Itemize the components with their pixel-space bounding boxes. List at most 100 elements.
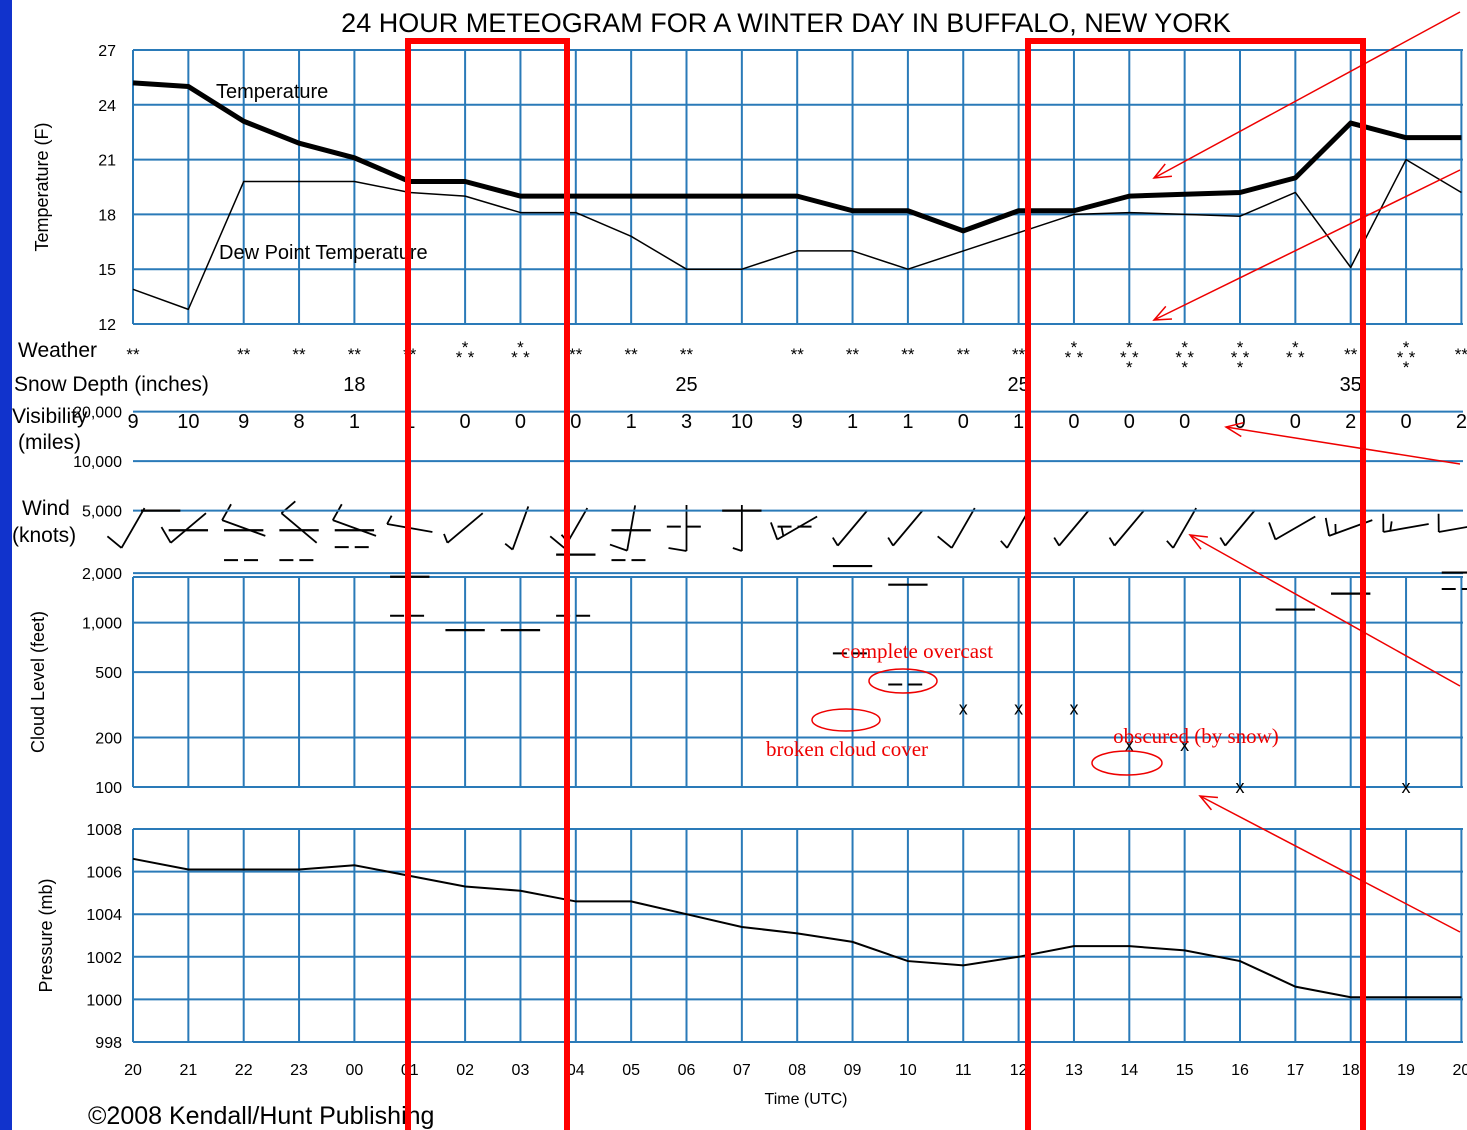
snow-star: * — [1298, 348, 1305, 367]
snow-star: * — [1403, 358, 1410, 377]
visibility-value: 1 — [847, 411, 858, 433]
chart-title: 24 HOUR METEOGRAM FOR A WINTER DAY IN BU… — [341, 8, 1231, 38]
snow-star: * — [1181, 338, 1188, 357]
weather-symbol: ** * — [511, 338, 530, 367]
pressure-tick-label: 998 — [95, 1035, 122, 1052]
highlight-box — [1025, 38, 1366, 1130]
wind-barb-flag — [1108, 537, 1116, 547]
obscured-marker: x — [1125, 735, 1134, 755]
visibility-value: 0 — [1400, 411, 1411, 433]
cloud-axis-title: Cloud Level (feet) — [28, 611, 48, 753]
weather-symbol: ** — [1012, 345, 1026, 364]
cloud-grid — [132, 410, 1463, 788]
cloud-tick-label: 100 — [95, 780, 122, 797]
wind-barb-flag — [1219, 537, 1226, 547]
visibility-value: 0 — [1234, 411, 1245, 433]
visibility-row-label: Visibility — [12, 405, 88, 428]
snow-star: * — [511, 348, 518, 367]
wind-barb — [504, 506, 530, 551]
weather-symbol: ** ** — [1231, 338, 1250, 377]
weather-symbol: ** — [901, 345, 915, 364]
visibility-value: 9 — [238, 411, 249, 433]
wind-barb — [1382, 513, 1429, 533]
slide-frame — [12, 0, 1467, 1130]
visibility-value: 10 — [177, 411, 199, 433]
wind-barb — [832, 509, 869, 547]
snow-star: * — [1292, 338, 1299, 357]
wind-barb-flag — [937, 535, 953, 549]
wind-barb-flag — [221, 503, 232, 521]
cloud-tick-label: 10,000 — [73, 454, 122, 471]
x-tick-label: 06 — [678, 1062, 696, 1079]
obscured-marker: x — [1402, 777, 1411, 797]
pressure-tick-label: 1004 — [86, 907, 122, 924]
weather-symbol: ** ** — [1397, 338, 1416, 377]
wind-barb-flag — [887, 537, 894, 547]
cloud-tick-label: 5,000 — [82, 504, 122, 521]
snow-star: * — [1286, 348, 1293, 367]
visibility-value: 2 — [1456, 411, 1467, 433]
pointer-arrow-head — [1198, 795, 1219, 811]
weather-symbol: ** — [791, 345, 805, 364]
snow-star: * — [1120, 348, 1127, 367]
snow-depth-value: 25 — [675, 374, 697, 396]
weather-symbol: ** * — [456, 338, 475, 367]
pressure-tick-label: 1006 — [86, 865, 122, 882]
x-tick-label: 12 — [1010, 1062, 1028, 1079]
weather-symbol: ** — [126, 345, 140, 364]
x-tick-label: 07 — [733, 1062, 751, 1079]
visibility-value: 3 — [681, 411, 692, 433]
wind-row-label: Wind — [22, 497, 70, 520]
weather-symbol: ** ** — [1175, 338, 1194, 377]
weather-symbol: ** * — [1065, 338, 1084, 367]
snow-depth-value: 18 — [343, 374, 365, 396]
visibility-value: 10 — [731, 411, 753, 433]
obscured-marker: x — [959, 699, 968, 719]
x-tick-label: 23 — [290, 1062, 308, 1079]
dew-point-series-label: Dew Point Temperature — [219, 242, 428, 264]
visibility-value: 8 — [293, 411, 304, 433]
wind-barb-flag — [1053, 537, 1060, 547]
pointer-arrow-head — [1152, 305, 1173, 321]
temperature-axis-title: Temperature (F) — [32, 122, 52, 251]
wind-barb — [1053, 509, 1090, 547]
snow-star: * — [468, 348, 475, 367]
annotation-ellipse — [811, 708, 881, 732]
pressure-tick-label: 1000 — [86, 992, 122, 1009]
x-tick-label: 00 — [346, 1062, 364, 1079]
annotation-broken-cloud-cover: broken cloud cover — [766, 737, 928, 761]
x-tick-label: 09 — [844, 1062, 862, 1079]
temperature-tick-label: 12 — [98, 317, 116, 334]
pointer-arrow — [1152, 169, 1461, 321]
wind-barb-shaft — [280, 512, 318, 544]
pressure-grid — [132, 828, 1463, 1043]
wind-barb-flag — [780, 526, 785, 537]
temperature-tick-label: 18 — [98, 207, 116, 224]
pointer-arrow-head — [1152, 163, 1172, 179]
wind-barb-flag — [160, 526, 172, 544]
wind-barb-shaft — [446, 512, 484, 544]
x-tick-label: 17 — [1286, 1062, 1304, 1079]
wind-barb — [1268, 515, 1316, 541]
wind-barb-shaft — [950, 507, 976, 549]
wind-barb-shaft — [1438, 526, 1467, 533]
wind-barb — [732, 505, 743, 552]
pointer-arrow — [1198, 795, 1461, 933]
annotation-ellipse — [868, 668, 938, 694]
visibility-value: 1 — [349, 411, 360, 433]
wind-barb — [1437, 513, 1467, 533]
snow-star: * — [1409, 348, 1416, 367]
x-tick-label: 13 — [1065, 1062, 1083, 1079]
wind-barb-flag — [770, 522, 779, 540]
pointer-arrow — [1188, 534, 1461, 687]
visibility-value: 0 — [460, 411, 471, 433]
wind-barb — [160, 512, 207, 544]
snow-depth-row-label: Snow Depth (inches) — [14, 373, 209, 396]
visibility-value: 0 — [1179, 411, 1190, 433]
pointer-arrow-line — [1153, 11, 1461, 179]
pointer-arrow-head — [1224, 421, 1244, 438]
annotation-complete-overcast: complete overcast — [841, 639, 993, 663]
wind-barb-flag — [1166, 540, 1174, 549]
x-tick-label: 18 — [1342, 1062, 1360, 1079]
weather-symbol: ** — [957, 345, 971, 364]
